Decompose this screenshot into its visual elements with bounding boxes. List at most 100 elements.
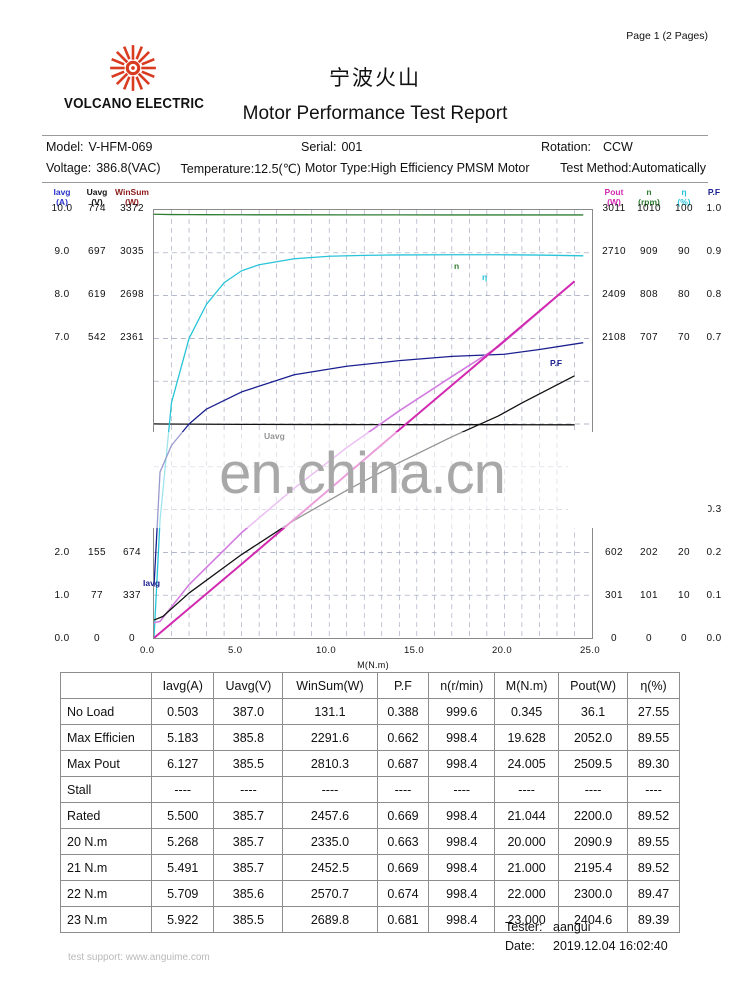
- temperature-value: 12.5(℃): [254, 162, 301, 176]
- axis-tick: 2108: [602, 332, 626, 343]
- table-cell: 89.52: [627, 854, 680, 881]
- table-column-header: M(N.m): [494, 672, 560, 699]
- table-cell: 5.709: [150, 880, 215, 907]
- axis-tick: 3372: [120, 203, 144, 214]
- axis-header: Iavg (A): [53, 187, 71, 207]
- table-cell: 0.687: [376, 750, 430, 777]
- axis-tick: 2.0: [54, 547, 70, 558]
- table-row: Max Efficien 5.183 385.8 2291.6 0.662 998.4 19…: [60, 724, 680, 751]
- table-cell: 21.000: [494, 854, 560, 881]
- table-cell: 2457.6: [282, 802, 378, 829]
- starburst-icon: [110, 45, 156, 91]
- table-column-header: Uavg(V): [213, 672, 284, 699]
- axis-header: P.F: [707, 187, 721, 197]
- table-cell: 2689.8: [282, 906, 378, 933]
- axis-tick: 101: [640, 590, 658, 601]
- x-tick-label: 25.0: [580, 645, 601, 656]
- curve-label-n: n: [454, 261, 460, 271]
- curve-label-eta: η: [482, 272, 488, 282]
- table-cell: 21.044: [494, 802, 560, 829]
- curve-label-uavg: Uavg: [264, 431, 285, 441]
- page-number: Page 1 (2 Pages): [626, 30, 708, 42]
- axis-tick: 337: [123, 590, 141, 601]
- table-cell: 385.6: [213, 880, 284, 907]
- table-cell: 0.669: [376, 802, 430, 829]
- table-cell: 89.55: [627, 828, 680, 855]
- table-cell: 89.52: [627, 802, 680, 829]
- table-cell: 0.662: [376, 724, 430, 751]
- axis-tick: 2409: [602, 289, 626, 300]
- serial-field: Serial: 001: [301, 140, 541, 154]
- table-cell: 2052.0: [558, 724, 629, 751]
- axis-tick: 0: [611, 633, 617, 644]
- row-label: No Load: [60, 698, 152, 725]
- table-cell: 5.183: [150, 724, 215, 751]
- axis-tick: 0: [94, 633, 100, 644]
- axis-tick: 1011: [120, 504, 144, 515]
- table-cell: 0.503: [150, 698, 215, 725]
- axis-tick: 0.1: [706, 590, 722, 601]
- table-cell: 998.4: [428, 828, 496, 855]
- axis-tick: 70: [678, 332, 690, 343]
- divider-top: [42, 135, 708, 136]
- axis-tick: 0.7: [706, 332, 722, 343]
- axis-tick: 301: [605, 590, 623, 601]
- table-cell: ----: [428, 776, 496, 803]
- voltage-label: Voltage:: [46, 161, 92, 175]
- table-cell: 0.669: [376, 854, 430, 881]
- table-cell: 385.7: [213, 828, 284, 855]
- table-cell: 89.47: [627, 880, 680, 907]
- table-cell: ----: [494, 776, 560, 803]
- motor-type-field: Motor Type:High Efficiency PMSM Motor: [305, 161, 560, 176]
- table-cell: 5.268: [150, 828, 215, 855]
- table-corner-cell: [60, 672, 152, 699]
- table-cell: 387.0: [213, 698, 284, 725]
- axis-tick: 3011: [602, 203, 626, 214]
- table-cell: 2300.0: [558, 880, 629, 907]
- table-cell: 998.4: [428, 854, 496, 881]
- tester-value: aangui: [553, 920, 591, 934]
- model-value: V-HFM-069: [88, 140, 153, 154]
- table-cell: 19.628: [494, 724, 560, 751]
- axis-tick: 155: [88, 547, 106, 558]
- curve-label-pf: P.F: [550, 358, 563, 368]
- rotation-label: Rotation:: [541, 140, 592, 154]
- axis-tick: 602: [605, 547, 623, 558]
- table-cell: ----: [150, 776, 215, 803]
- company-logo: VOLCANO ELECTRIC: [58, 42, 208, 112]
- row-label: Max Efficien: [60, 724, 152, 751]
- info-row-secondary: Voltage: 386.8(VAC) Temperature:12.5(℃) M…: [46, 161, 706, 176]
- table-cell: ----: [558, 776, 629, 803]
- table-cell: 2810.3: [282, 750, 378, 777]
- table-cell: 999.6: [428, 698, 496, 725]
- axis-tick: 1.0: [54, 590, 70, 601]
- table-cell: 2509.5: [558, 750, 629, 777]
- table-cell: 2291.6: [282, 724, 378, 751]
- table-cell: 998.4: [428, 750, 496, 777]
- axis-header: Pout (W): [604, 187, 624, 207]
- series-n: [154, 213, 584, 216]
- row-label: 21 N.m: [60, 854, 152, 881]
- axis-tick: 9.0: [54, 246, 70, 257]
- table-cell: ----: [376, 776, 430, 803]
- model-field: Model: V-HFM-069: [46, 140, 301, 154]
- axis-tick: 10: [678, 590, 690, 601]
- test-method-value: Automatically: [631, 161, 706, 175]
- plot-area: [153, 209, 593, 639]
- table-cell: 0.345: [494, 698, 560, 725]
- table-cell: 998.4: [428, 802, 496, 829]
- table-cell: 6.127: [150, 750, 215, 777]
- table-header-row: Iavg(A) Uavg(V) WinSum(W) P.F n(r/min) M(N.m)…: [60, 672, 680, 699]
- table-cell: ----: [282, 776, 378, 803]
- table-cell: 998.4: [428, 880, 496, 907]
- table-cell: 385.8: [213, 724, 284, 751]
- table-row: No Load 0.503 387.0 131.1 0.388 999.6 0.345 36.…: [60, 698, 680, 725]
- table-cell: 385.7: [213, 854, 284, 881]
- axis-tick: 20: [678, 547, 690, 558]
- axis-tick: 8.0: [54, 289, 70, 300]
- divider-mid: [42, 182, 708, 183]
- axis-header: WinSum (W): [115, 187, 149, 207]
- table-cell: 2200.0: [558, 802, 629, 829]
- table-cell: 5.500: [150, 802, 215, 829]
